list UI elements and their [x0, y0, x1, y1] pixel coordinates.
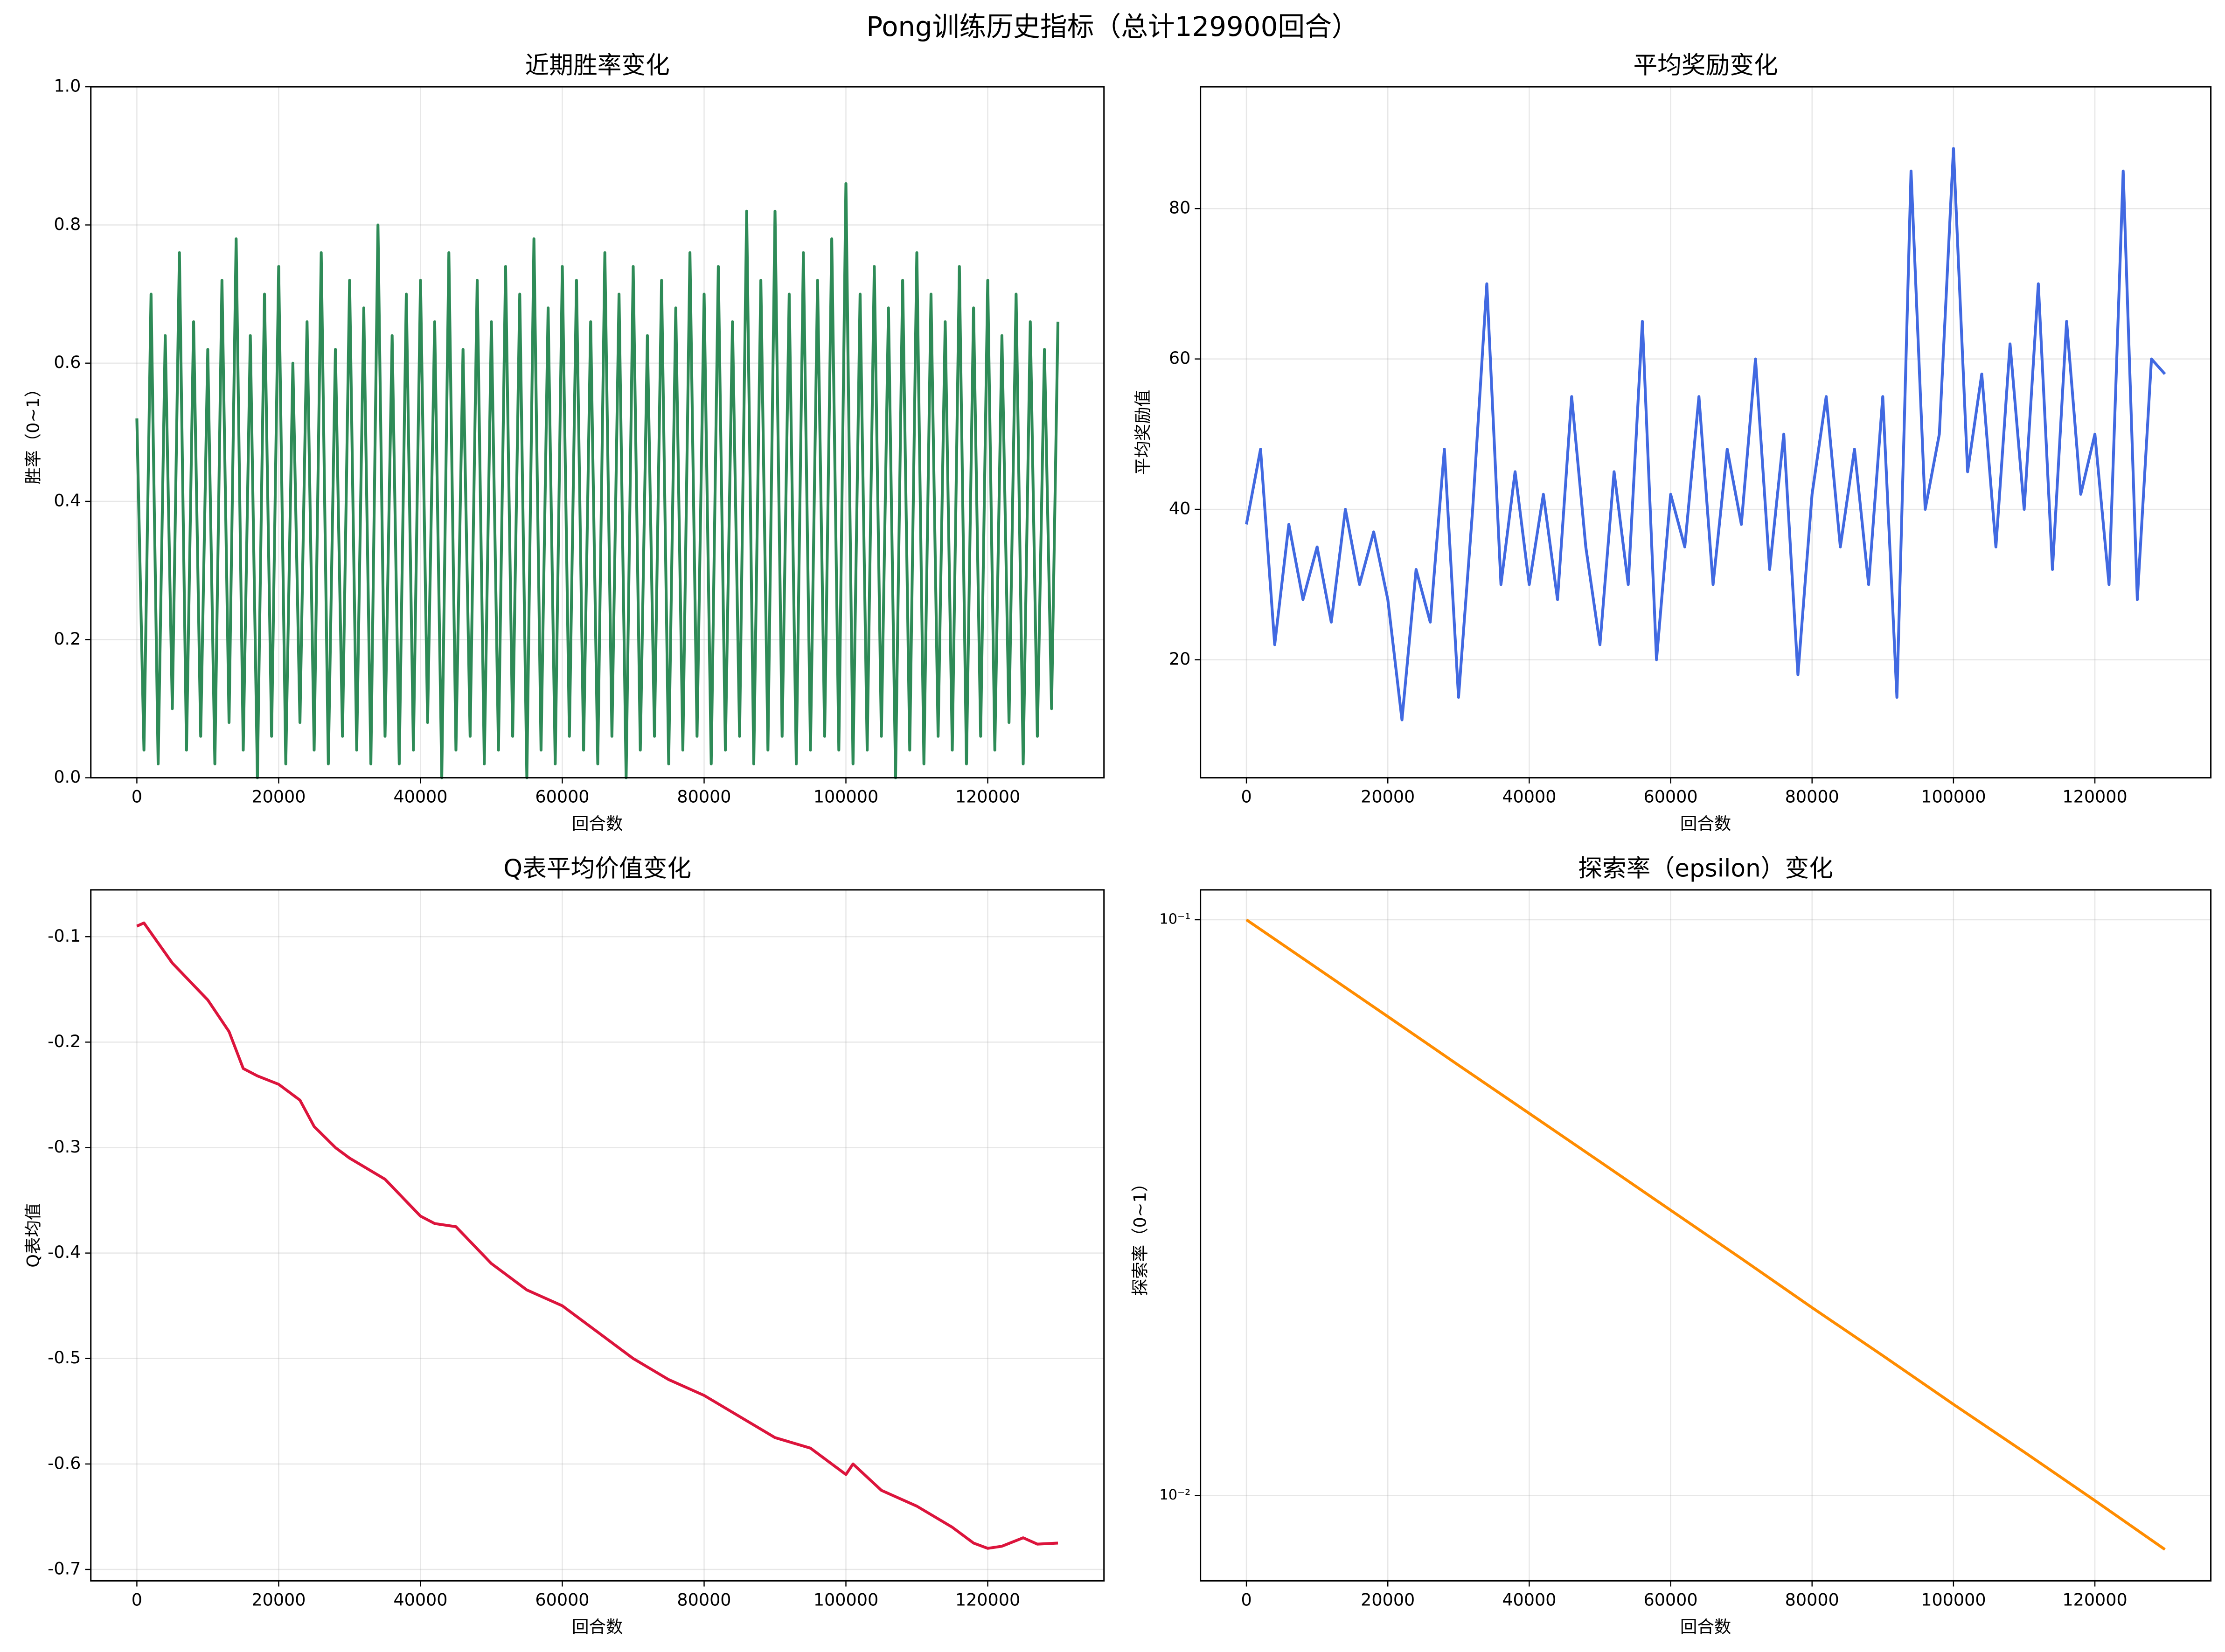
- data-line: [135, 182, 1060, 779]
- x-tick-label: 0: [1241, 787, 1252, 807]
- y-tick-label: -0.4: [48, 1242, 81, 1262]
- axes-frame: [1200, 889, 2212, 1582]
- x-tick-label: 120000: [955, 1590, 1020, 1610]
- x-tick-label: 60000: [1643, 1590, 1697, 1610]
- x-axis-label: 回合数: [572, 813, 623, 833]
- y-tick-label: 60: [1169, 348, 1190, 368]
- x-tick-label: 60000: [535, 1590, 589, 1610]
- x-axis-label: 回合数: [572, 1617, 623, 1637]
- y-axis-label: 胜率（0~1）: [23, 380, 43, 484]
- y-tick-label: 10⁻²: [1159, 1487, 1190, 1503]
- x-tick-label: 80000: [1785, 1590, 1839, 1610]
- x-tick-label: 20000: [1361, 787, 1415, 807]
- y-tick-label: -0.2: [48, 1031, 81, 1051]
- x-tick-label: 80000: [677, 787, 731, 807]
- data-line: [136, 921, 1058, 1550]
- y-axis-label: Q表均值: [23, 1203, 43, 1268]
- x-tick-label: 100000: [814, 1590, 878, 1610]
- axes-frame: [90, 86, 1105, 779]
- y-tick-label: 0.8: [54, 214, 81, 234]
- axes-frame: [1200, 86, 2212, 779]
- figure-title: Pong训练历史指标（总计129900回合）: [866, 11, 1358, 42]
- y-tick-label: 10⁻¹: [1159, 911, 1190, 927]
- x-tick-label: 100000: [1921, 1590, 1986, 1610]
- x-tick-label: 120000: [955, 787, 1020, 807]
- data-line: [1245, 918, 2166, 1551]
- x-tick-label: 120000: [2062, 1590, 2127, 1610]
- x-tick-label: 0: [132, 1590, 142, 1610]
- y-tick-label: 0.2: [54, 629, 81, 649]
- y-tick-label: 0.0: [54, 767, 81, 787]
- subplot-title: Q表平均价值变化: [503, 854, 691, 882]
- subplot-title: 平均奖励变化: [1633, 51, 1778, 79]
- x-tick-label: 40000: [1502, 1590, 1556, 1610]
- x-tick-label: 100000: [1921, 787, 1986, 807]
- subplot-title: 近期胜率变化: [525, 51, 670, 79]
- y-tick-label: 0.4: [54, 490, 81, 510]
- y-tick-label: 1.0: [54, 76, 81, 96]
- y-tick-label: -0.1: [48, 926, 81, 946]
- subplot-title: 探索率（epsilon）变化: [1578, 854, 1833, 882]
- x-tick-label: 0: [1241, 1590, 1252, 1610]
- y-tick-label: -0.3: [48, 1137, 81, 1157]
- x-tick-label: 0: [132, 787, 142, 807]
- y-tick-label: -0.7: [48, 1558, 81, 1578]
- x-tick-label: 60000: [1643, 787, 1697, 807]
- x-axis-label: 回合数: [1680, 1617, 1731, 1637]
- y-axis-label: 探索率（0~1）: [1130, 1175, 1150, 1296]
- x-tick-label: 80000: [1785, 787, 1839, 807]
- x-axis-label: 回合数: [1680, 813, 1731, 833]
- x-tick-label: 60000: [535, 787, 589, 807]
- y-axis-label: 平均奖励值: [1133, 390, 1153, 475]
- axes-frame: [90, 889, 1105, 1582]
- y-tick-label: 40: [1169, 499, 1190, 519]
- data-line: [1245, 147, 2166, 722]
- x-tick-label: 120000: [2062, 787, 2127, 807]
- x-tick-label: 20000: [1361, 1590, 1415, 1610]
- y-tick-label: 20: [1169, 649, 1190, 669]
- y-tick-label: -0.5: [48, 1347, 81, 1367]
- y-tick-label: -0.6: [48, 1453, 81, 1473]
- y-tick-label: 0.6: [54, 352, 81, 372]
- x-tick-label: 80000: [677, 1590, 731, 1610]
- x-tick-label: 20000: [251, 1590, 306, 1610]
- x-tick-label: 40000: [393, 787, 447, 807]
- x-tick-label: 40000: [393, 1590, 447, 1610]
- y-tick-label: 80: [1169, 198, 1190, 218]
- x-tick-label: 100000: [814, 787, 878, 807]
- x-tick-label: 40000: [1502, 787, 1556, 807]
- x-tick-label: 20000: [251, 787, 306, 807]
